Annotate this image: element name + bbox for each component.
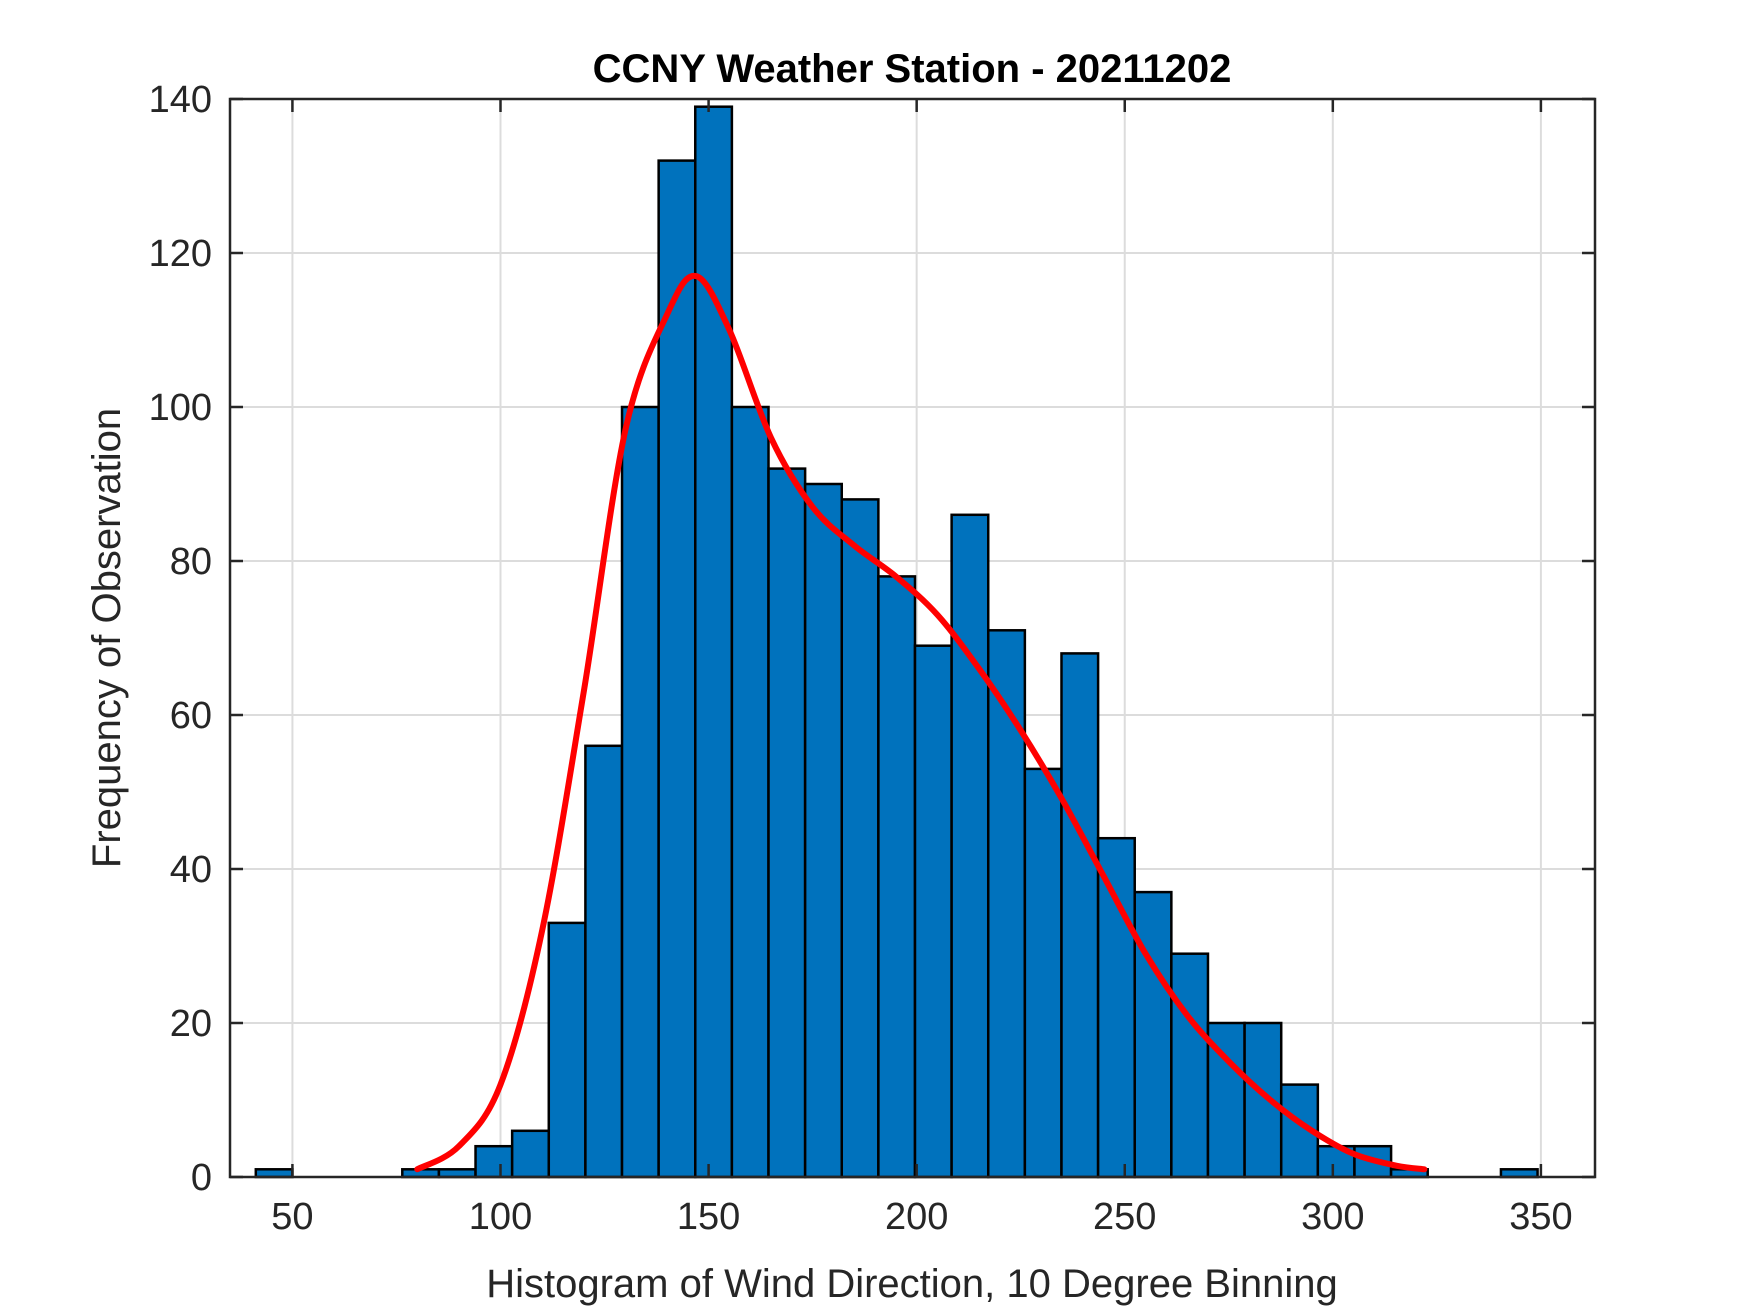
x-tick-label: 300 — [1301, 1196, 1364, 1238]
chart-title: CCNY Weather Station - 20211202 — [593, 47, 1232, 91]
histogram-bar — [1170, 952, 1210, 1179]
fit-curve-layer — [414, 272, 1428, 1173]
histogram-bar — [840, 498, 880, 1179]
histogram-bar — [584, 744, 624, 1179]
plot-area-border — [228, 97, 1597, 1179]
histogram-bars — [254, 105, 1539, 1179]
y-tick-label: 80 — [170, 541, 212, 583]
x-tick-label: 50 — [271, 1196, 313, 1238]
y-tick-label: 100 — [149, 387, 212, 429]
y-tick-label: 140 — [149, 79, 212, 121]
histogram-bar — [510, 1129, 551, 1179]
histogram-bar — [1133, 890, 1173, 1179]
histogram-bar — [694, 105, 734, 1179]
tick-labels: 50 100 150 200 250 300 350 0 20 40 60 80 100 120 140 — [149, 79, 1573, 1238]
histogram-bar — [474, 1144, 514, 1179]
y-tick-label: 120 — [149, 233, 212, 275]
histogram-bar — [547, 921, 587, 1179]
y-tick-label: 40 — [170, 849, 212, 891]
histogram-bar — [620, 405, 660, 1179]
axis-ticks — [230, 97, 1595, 1179]
fit-curve-line — [414, 272, 1428, 1173]
x-tick-label: 350 — [1509, 1196, 1572, 1238]
histogram-bar — [1243, 1021, 1283, 1179]
y-tick-label: 20 — [170, 1003, 212, 1045]
histogram-bar — [657, 159, 697, 1179]
histogram-bar — [877, 575, 917, 1179]
x-tick-label: 150 — [677, 1196, 740, 1238]
histogram-bar — [950, 513, 990, 1179]
histogram-bar — [1023, 767, 1063, 1179]
histogram-bar — [767, 467, 807, 1179]
x-tick-label: 100 — [469, 1196, 532, 1238]
y-axis-label: Frequency of Observation — [85, 408, 129, 868]
histogram-bar — [913, 644, 953, 1179]
histogram-bar — [986, 629, 1027, 1179]
x-tick-label: 200 — [885, 1196, 948, 1238]
histogram-bar — [1096, 836, 1136, 1179]
y-tick-label: 0 — [191, 1157, 212, 1199]
histogram-bar — [730, 405, 770, 1179]
histogram-bar — [1060, 652, 1100, 1179]
histogram-bar — [803, 482, 844, 1179]
y-tick-label: 60 — [170, 695, 212, 737]
x-tick-label: 250 — [1093, 1196, 1156, 1238]
x-axis-label: Histogram of Wind Direction, 10 Degree B… — [486, 1262, 1338, 1306]
